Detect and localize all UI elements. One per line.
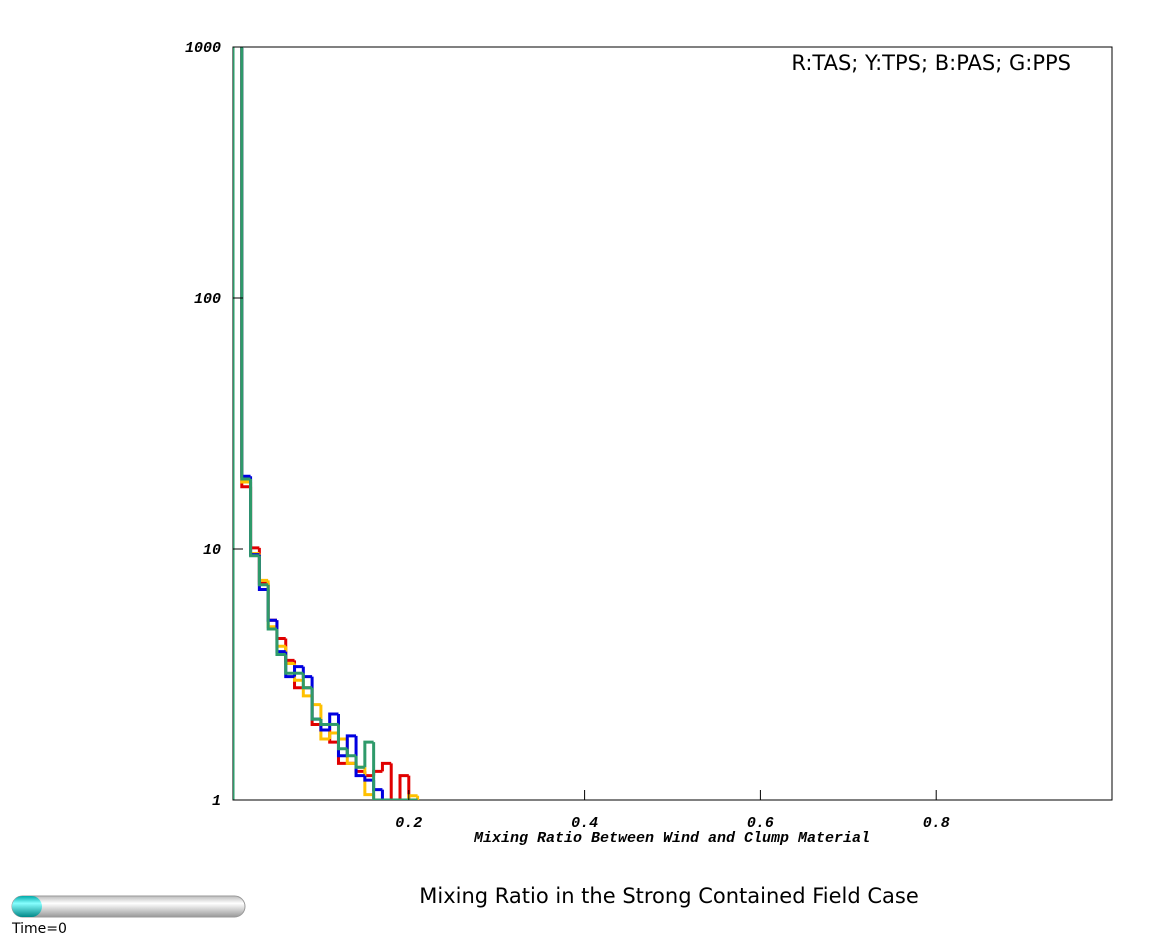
histogram-step [301,673,313,690]
histogram-step [363,740,374,768]
histogram-step [380,761,392,772]
histogram-step [407,775,418,800]
y-tick-label: 10 [203,542,221,559]
histogram-step [266,584,277,631]
histogram-step [354,735,365,778]
histogram-step [345,748,357,758]
x-tick-label: 0.6 [747,815,774,832]
x-tick-label: 0.2 [395,815,422,832]
series-group [233,47,420,800]
histogram-step [328,731,339,739]
chart-title: Mixing Ratio in the Strong Contained Fie… [419,884,919,908]
y-tick-label: 1 [212,793,221,810]
x-axis-label: Mixing Ratio Between Wind and Clump Mate… [473,830,870,847]
histogram-step [319,719,330,726]
histogram-step [363,775,374,782]
time-slider[interactable] [11,895,246,918]
histogram-step [310,687,321,721]
y-tick-label: 1000 [185,40,221,57]
x-tick-label: 0.4 [571,815,598,832]
plot-frame [232,46,1113,801]
time-slider-knob[interactable] [12,896,42,917]
histogram-step [354,755,365,769]
histogram-step [257,555,269,587]
histogram-step [319,704,330,741]
histogram-step [275,629,286,656]
y-tick-label: 100 [194,291,221,308]
histogram-step [284,654,295,675]
histogram-step [240,47,251,481]
histogram-step [389,763,401,800]
histogram-step [380,789,392,800]
x-tick-label: 0.8 [923,815,950,832]
time-label: Time=0 [11,921,67,937]
histogram-step [372,742,383,800]
histogram-step [398,774,409,800]
annotation: R:TAS; Y:TPS; B:PAS; G:PPS [791,51,1071,75]
histogram-step [336,724,348,751]
histogram-step [249,479,260,558]
